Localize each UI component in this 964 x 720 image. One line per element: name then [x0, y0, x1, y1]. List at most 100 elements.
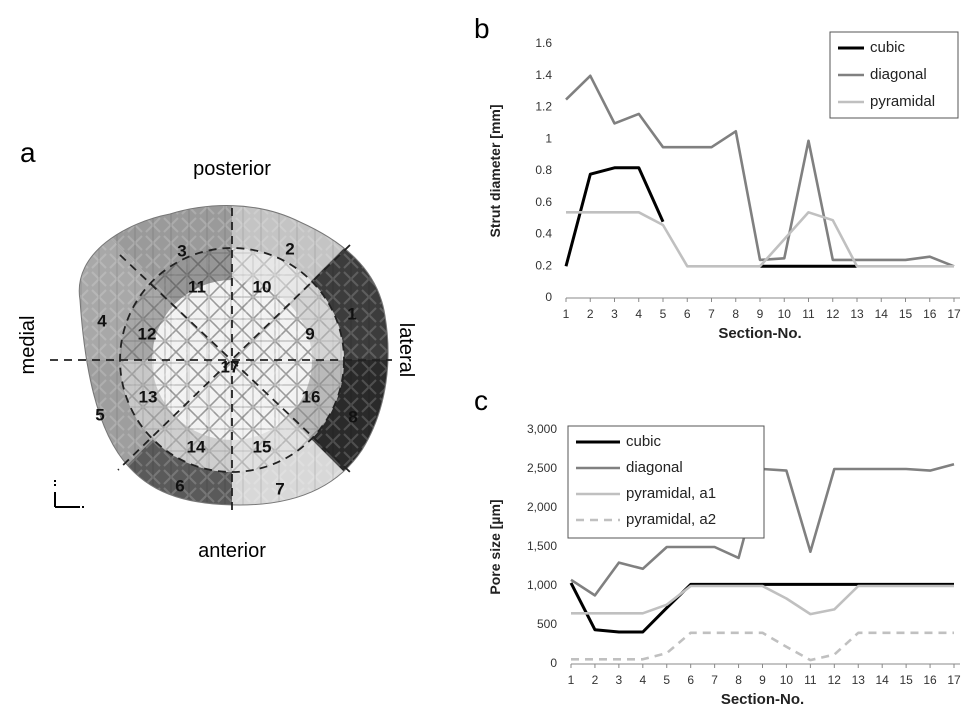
section-12-region — [120, 280, 176, 360]
section-label-5: 5 — [95, 405, 104, 424]
y-tick-label: 2,500 — [527, 461, 557, 475]
x-tick-label: 8 — [735, 673, 742, 687]
x-tick-label: 5 — [663, 673, 670, 687]
x-tick-label: 10 — [780, 673, 794, 687]
section-label-10: 10 — [253, 277, 272, 296]
chart-strut-diameter: 00.20.40.60.811.21.41.61 2 3 4 5 6 7 8 9 10 11 12 13… — [487, 31, 961, 342]
section-13-region — [120, 360, 176, 440]
section-label-13: 13 — [139, 387, 158, 406]
label-posterior: posterior — [193, 158, 271, 180]
x-tick-label: 13 — [852, 673, 866, 687]
panel-a-letter: a — [20, 137, 36, 168]
x-tick-label: 17 — [947, 307, 961, 321]
x-tick-label: 5 — [660, 307, 667, 321]
x-tick-label: 9 — [759, 673, 766, 687]
x-tick-label: 10 — [778, 307, 792, 321]
x-tick-label: 3 — [611, 307, 618, 321]
x-tick-label: 4 — [639, 673, 646, 687]
coordinate-axes-icon — [54, 478, 84, 508]
section-label-17: 17 — [221, 357, 240, 376]
y-tick-label: 2,000 — [527, 500, 557, 514]
x-tick-label: 13 — [850, 307, 864, 321]
y-tick-label: 1,500 — [527, 539, 557, 553]
section-label-4: 4 — [97, 311, 107, 330]
x-tick-label: 15 — [899, 307, 913, 321]
section-14-region — [152, 416, 232, 472]
section-label-3: 3 — [177, 241, 186, 260]
y-axis-label: Strut diameter [mm] — [487, 104, 503, 237]
x-tick-label: 3 — [616, 673, 623, 687]
section-label-7: 7 — [275, 479, 284, 498]
y-tick-label: 0.6 — [535, 195, 552, 209]
section-boundaries — [50, 208, 392, 512]
x-tick-label: 14 — [876, 673, 890, 687]
label-medial: medial — [17, 316, 39, 375]
x-tick-label: 14 — [875, 307, 889, 321]
panel-a: a posterior anterior medial lateral 12 3 4… — [17, 137, 417, 562]
series-line-pyramidal-a1 — [571, 584, 954, 616]
section-label-12: 12 — [138, 324, 157, 343]
y-tick-label: 1,000 — [527, 578, 557, 592]
section-label-8: 8 — [348, 407, 357, 426]
x-tick-label: 6 — [687, 673, 694, 687]
section-label-6: 6 — [175, 476, 184, 495]
label-lateral: lateral — [395, 323, 417, 377]
series-line-pyramidal-a2 — [571, 631, 954, 662]
section-label-1: 1 — [347, 304, 356, 323]
legend-entry: pyramidal, a2 — [626, 511, 716, 528]
x-tick-label: 4 — [635, 307, 642, 321]
legend-entry: cubic — [626, 433, 662, 450]
x-tick-label: 11 — [804, 673, 817, 687]
y-axis-label: Pore size [µm] — [487, 499, 503, 594]
x-tick-label: 2 — [592, 673, 599, 687]
x-tick-label: 16 — [923, 673, 937, 687]
y-tick-label: 0 — [545, 290, 552, 304]
section-16-region — [288, 360, 344, 440]
y-tick-label: 1.4 — [535, 68, 552, 82]
y-tick-label: 0.4 — [535, 227, 552, 241]
scaffold-outline — [78, 205, 389, 506]
section-label-11: 11 — [188, 277, 206, 296]
section-label-16: 16 — [302, 387, 321, 406]
series-line-cubic — [564, 166, 857, 268]
panel-c-letter: c — [474, 385, 488, 416]
section-11-region — [152, 248, 232, 304]
x-tick-label: 16 — [923, 307, 937, 321]
label-anterior: anterior — [198, 540, 266, 562]
section-label-9: 9 — [305, 324, 314, 343]
series-line-diagonal — [565, 74, 955, 268]
y-tick-label: 1.2 — [535, 100, 552, 114]
x-tick-label: 7 — [711, 673, 718, 687]
section-label-14: 14 — [187, 437, 206, 456]
y-tick-label: 3,000 — [527, 422, 557, 436]
legend-entry: cubic — [870, 39, 906, 56]
x-tick-label: 1 — [568, 673, 575, 687]
x-tick-label: 6 — [684, 307, 691, 321]
x-tick-label: 1 — [563, 307, 570, 321]
x-tick-label: 7 — [708, 307, 715, 321]
panel-b-letter: b — [474, 13, 490, 44]
series-line-cubic — [569, 582, 954, 634]
diagonal-line-1 — [119, 254, 351, 473]
section-9-region — [288, 280, 344, 360]
section-15-region — [232, 416, 312, 472]
y-tick-label: 0.2 — [535, 258, 552, 272]
legend-entry: pyramidal, a1 — [626, 485, 716, 502]
section-10-region — [232, 248, 312, 304]
x-axis-label: Section-No. — [721, 691, 804, 708]
y-tick-label: 500 — [537, 617, 557, 631]
legend-entry: pyramidal — [870, 93, 935, 110]
legend-box — [567, 425, 765, 539]
y-tick-label: 0.8 — [535, 163, 552, 177]
x-tick-label: 15 — [899, 673, 913, 687]
x-tick-label: 9 — [757, 307, 764, 321]
x-axis-label: Section-No. — [718, 325, 801, 342]
y-tick-label: 1 — [545, 131, 552, 145]
legend-entry: diagonal — [870, 66, 927, 83]
series-line-pyramidal — [566, 211, 954, 268]
x-tick-label: 11 — [802, 307, 815, 321]
section-label-15: 15 — [253, 437, 272, 456]
x-tick-label: 2 — [587, 307, 594, 321]
diagonal-line-2 — [117, 244, 351, 471]
